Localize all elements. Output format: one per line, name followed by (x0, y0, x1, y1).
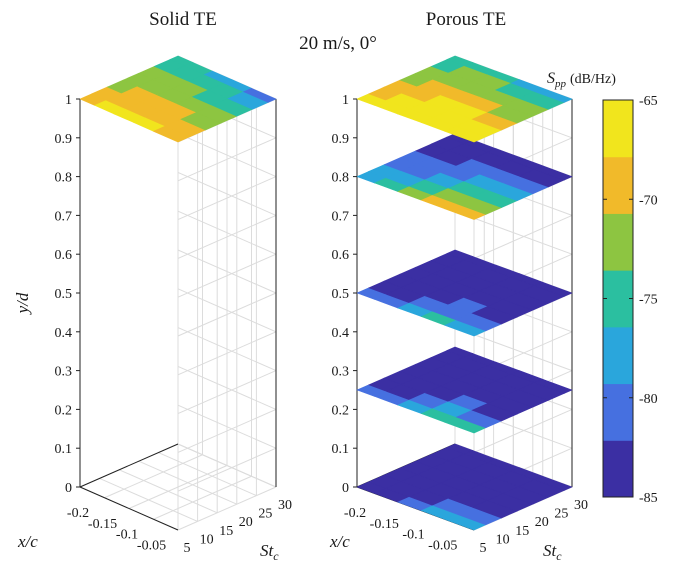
y-tick-label: 5 (480, 541, 487, 556)
x-tick-label: -0.2 (67, 506, 89, 521)
heatmap-cell (534, 281, 573, 297)
heatmap-cell (242, 87, 277, 103)
y-tick-label: 10 (200, 532, 214, 547)
colorbar-tick-label: -75 (639, 293, 658, 308)
heatmap-slice (356, 346, 573, 434)
z-tick-label: 0.9 (332, 132, 350, 147)
solid-te-panel: Solid TE 0 0.1 0.2 0.3 0.4 0.5 0.6 0.7 0.8 0.9 1 -0… (13, 9, 292, 563)
porous-te-ylabel: Stc (543, 541, 562, 563)
z-tick-label: 0.1 (55, 442, 73, 457)
x-tick-label: -0.05 (428, 538, 457, 553)
x-tick-label: -0.1 (402, 528, 424, 543)
y-tick-label: 30 (574, 498, 588, 513)
colorbar-band (603, 440, 633, 498)
solid-te-slices (79, 55, 277, 143)
grid-line (118, 469, 218, 514)
colorbar: Spp (dB/Hz) -65 -70 -75 -80 -85 (547, 70, 658, 506)
y-tick-label: 5 (184, 541, 191, 556)
z-tick-label: 0.5 (55, 287, 73, 302)
heatmap-slice (356, 249, 573, 337)
colorbar-band (603, 156, 633, 214)
colorbar-band (603, 383, 633, 441)
solid-te-zlabel: y/d (13, 292, 32, 315)
z-tick-label: 0 (65, 481, 72, 496)
heatmap-slice (356, 443, 573, 531)
heatmap-slice (356, 55, 573, 143)
z-tick-label: 0.2 (332, 403, 350, 418)
heatmap-cell (534, 475, 573, 491)
z-tick-label: 0.8 (332, 171, 350, 186)
y-tick-label: 25 (258, 507, 272, 522)
colorbar-band (603, 213, 633, 271)
y-tick-label: 15 (515, 524, 529, 539)
colorbar-band (603, 326, 633, 385)
colorbar-bands (602, 99, 634, 498)
z-tick-label: 1 (342, 93, 349, 108)
z-tick-label: 1 (65, 93, 72, 108)
z-tick-label: 0.9 (55, 132, 73, 147)
x-tick-label: -0.05 (137, 538, 166, 553)
grid-line (104, 454, 203, 499)
grid-line (128, 465, 228, 509)
z-tick-label: 0.6 (55, 248, 73, 263)
z-tick-label: 0.1 (332, 442, 350, 457)
heatmap-slice (79, 55, 277, 143)
z-tick-label: 0.4 (55, 326, 73, 341)
colorbar-label: Spp (dB/Hz) (547, 70, 616, 90)
grid-line (177, 447, 277, 492)
grid-line (473, 408, 573, 453)
colorbar-ticks: -65 -70 -75 -80 -85 (603, 94, 658, 506)
z-tick-label: 0.4 (332, 326, 350, 341)
grid-line (99, 477, 198, 522)
grid-line (473, 214, 573, 259)
porous-te-title: Porous TE (426, 9, 506, 30)
colorbar-band (603, 270, 633, 328)
x-tick-label: -0.15 (370, 517, 399, 532)
solid-te-xlabel: x/c (17, 532, 38, 551)
colorbar-tick-label: -65 (639, 94, 658, 109)
porous-te-xlabel: x/c (329, 532, 350, 551)
grid-line (138, 460, 238, 505)
colorbar-band (603, 100, 633, 158)
z-tick-label: 0.5 (332, 287, 350, 302)
heatmap-cell (534, 165, 573, 181)
x-tick-label: -0.2 (344, 506, 366, 521)
colorbar-tick-label: -85 (639, 491, 658, 506)
grid-line (177, 443, 277, 488)
figure-suptitle: 20 m/s, 0° (299, 33, 377, 54)
y-tick-label: 10 (496, 532, 510, 547)
solid-te-title: Solid TE (149, 9, 217, 30)
z-tick-label: 0.2 (55, 403, 73, 418)
axis-line (79, 443, 179, 488)
porous-te-panel: Porous TE 0 0.1 0.2 0.3 0.4 0.5 0.6 0.7 0.8 0.9 1 -… (329, 9, 588, 563)
porous-te-slices (356, 55, 573, 531)
z-tick-label: 0.8 (55, 171, 73, 186)
z-tick-label: 0.7 (55, 209, 73, 224)
heatmap-cell (534, 87, 573, 103)
colorbar-tick-label: -80 (639, 392, 658, 407)
x-tick-label: -0.1 (116, 528, 138, 543)
solid-te-ticks: 00.10.20.30.40.50.60.70.80.91-0.2-0.15-0… (55, 93, 293, 556)
colorbar-tick-label: -70 (639, 193, 658, 208)
heatmap-cell (534, 378, 573, 394)
grid-line (158, 452, 257, 497)
z-tick-label: 0.6 (332, 248, 350, 263)
z-tick-label: 0 (342, 481, 349, 496)
x-tick-label: -0.15 (88, 517, 117, 532)
z-tick-label: 0.7 (332, 209, 350, 224)
heatmap-slice (356, 133, 573, 220)
y-tick-label: 15 (219, 524, 233, 539)
porous-te-ticks: 00.10.20.30.40.50.60.70.80.91-0.2-0.15-0… (332, 93, 589, 556)
y-tick-label: 25 (554, 507, 568, 522)
y-tick-label: 20 (239, 515, 253, 530)
z-tick-label: 0.3 (55, 365, 73, 380)
z-tick-label: 0.3 (332, 365, 350, 380)
grid-line (153, 475, 252, 520)
axis-line (79, 486, 179, 531)
grid-line (177, 486, 277, 531)
y-tick-label: 20 (535, 515, 549, 530)
y-tick-label: 30 (278, 498, 292, 513)
solid-te-ylabel: Stc (260, 541, 279, 563)
